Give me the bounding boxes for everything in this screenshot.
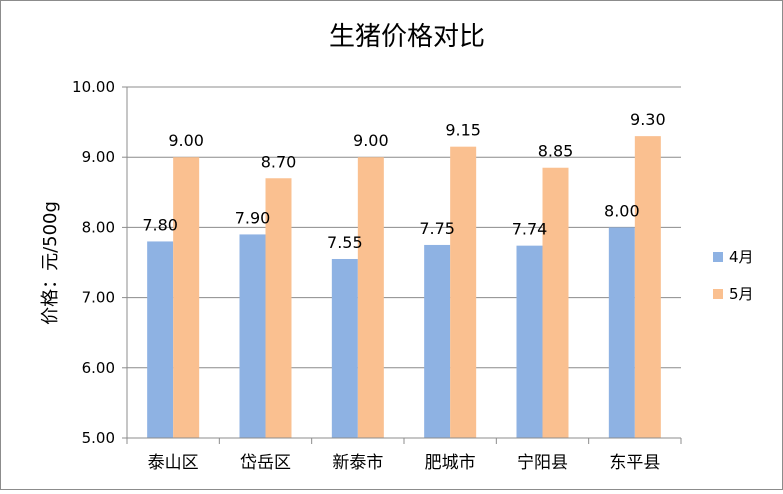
data-label: 9.15 bbox=[445, 121, 481, 140]
bar bbox=[450, 146, 477, 439]
data-label: 9.00 bbox=[168, 131, 204, 150]
legend-label: 5月 bbox=[729, 285, 754, 303]
data-label: 7.74 bbox=[512, 220, 548, 239]
x-tick-label: 东平县 bbox=[609, 453, 660, 473]
bar bbox=[634, 136, 661, 438]
data-label: 9.00 bbox=[353, 131, 389, 150]
bar bbox=[424, 244, 451, 438]
data-label: 7.75 bbox=[419, 219, 455, 238]
bar bbox=[265, 178, 292, 438]
y-tick-label: 5.00 bbox=[82, 429, 115, 447]
y-axis: 5.00 6.00 7.00 8.00 9.00 10.00 bbox=[72, 78, 128, 447]
bar bbox=[542, 167, 569, 439]
y-tick-label: 8.00 bbox=[82, 218, 115, 236]
x-tick-label: 新泰市 bbox=[332, 453, 383, 473]
bar bbox=[331, 258, 358, 438]
legend: 4月 5月 bbox=[713, 248, 754, 303]
bar bbox=[147, 241, 174, 438]
y-tick-label: 6.00 bbox=[82, 359, 115, 377]
data-label: 8.00 bbox=[604, 201, 640, 220]
chart-title: 生猪价格对比 bbox=[329, 22, 485, 52]
data-label: 8.70 bbox=[261, 152, 297, 171]
bar bbox=[357, 157, 384, 438]
x-tick-label: 肥城市 bbox=[425, 453, 476, 473]
gridlines bbox=[127, 86, 681, 369]
bar bbox=[608, 227, 635, 438]
bar bbox=[516, 245, 543, 438]
legend-label: 4月 bbox=[729, 248, 754, 266]
data-label: 7.80 bbox=[142, 215, 178, 234]
data-label: 9.30 bbox=[630, 110, 666, 129]
data-label: 7.55 bbox=[327, 233, 363, 252]
y-tick-label: 7.00 bbox=[82, 289, 115, 307]
bar bbox=[239, 234, 266, 438]
x-tick-label: 泰山区 bbox=[148, 453, 199, 473]
y-tick-label: 10.00 bbox=[72, 78, 115, 96]
bars bbox=[147, 136, 661, 439]
data-labels: 7.80 9.00 7.90 8.70 7.55 9.00 7.75 9.15 7.74 8.85… bbox=[142, 110, 665, 252]
x-axis: 泰山区 岱岳区 新泰市 肥城市 宁阳县 东平县 bbox=[126, 437, 682, 473]
data-label: 8.85 bbox=[538, 142, 574, 161]
x-tick-label: 岱岳区 bbox=[240, 453, 291, 473]
legend-swatch bbox=[713, 289, 723, 299]
y-tick-label: 9.00 bbox=[82, 148, 115, 166]
bar bbox=[173, 157, 200, 438]
x-tick-label: 宁阳县 bbox=[517, 453, 568, 473]
legend-swatch bbox=[713, 252, 723, 262]
y-axis-title: 价格：元/500g bbox=[40, 201, 61, 325]
data-label: 7.90 bbox=[235, 208, 271, 227]
